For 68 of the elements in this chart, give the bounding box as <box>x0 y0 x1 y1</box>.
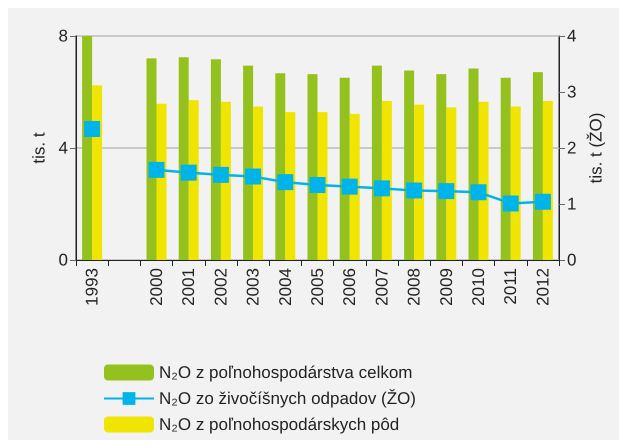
bar <box>285 112 296 260</box>
bar <box>275 73 286 260</box>
point <box>374 180 390 196</box>
bar <box>318 112 328 260</box>
point <box>212 166 229 183</box>
bar <box>436 74 446 260</box>
point <box>180 164 197 181</box>
bar <box>542 100 553 260</box>
x-tick-label: 2007 <box>372 268 392 306</box>
point <box>502 195 519 212</box>
y2-tick-label: 2 <box>567 138 576 158</box>
point <box>148 162 164 178</box>
bar <box>82 36 92 260</box>
y-tick-label: 4 <box>58 138 68 158</box>
bar <box>308 74 318 260</box>
x-tick-label: 2000 <box>147 268 166 306</box>
point <box>534 194 551 210</box>
x-tick-label: 2010 <box>469 268 488 306</box>
point <box>470 184 486 200</box>
y2-tick-label: 4 <box>567 26 576 46</box>
point <box>245 168 262 185</box>
x-tick-label: 2001 <box>179 268 198 306</box>
bar <box>500 78 511 260</box>
bar <box>188 100 199 260</box>
y-tick-label: 0 <box>58 250 68 270</box>
x-tick-label: 2009 <box>436 268 456 306</box>
bar <box>510 106 521 260</box>
y2-axis-title: tis. t (ŽO) <box>586 112 606 184</box>
y2-tick-label: 1 <box>567 194 576 214</box>
bar <box>382 100 392 260</box>
point <box>310 176 326 193</box>
y-tick-label: 8 <box>58 26 68 46</box>
x-tick-label: 2006 <box>340 268 360 306</box>
x-tick-label: 2002 <box>211 268 230 306</box>
x-tick-label: 2008 <box>404 268 424 306</box>
point <box>342 178 358 195</box>
x-tick-label: 1993 <box>82 268 102 306</box>
x-tick-label: 2005 <box>308 268 327 306</box>
x-tick-label: 2003 <box>244 268 263 306</box>
bar <box>350 114 360 260</box>
legend-label: N₂O z poľnohospodárstva celkom <box>159 363 412 382</box>
legend-label: N₂O z poľnohospodárskych pôd <box>159 415 400 434</box>
bar <box>414 104 424 260</box>
bar <box>92 85 102 260</box>
bar <box>478 102 488 260</box>
point <box>406 182 422 199</box>
bar <box>340 78 350 260</box>
bar <box>178 57 189 260</box>
bar <box>253 106 264 260</box>
legend-label: N₂O zo živočíšnych odpadov (ŽO) <box>159 389 416 408</box>
y-axis-title: tis. t <box>30 132 49 164</box>
bar <box>468 68 478 260</box>
bar <box>210 59 221 260</box>
x-tick-label: 2011 <box>501 268 520 305</box>
bar <box>146 58 156 260</box>
bar <box>156 104 166 260</box>
bar <box>243 66 254 260</box>
bar <box>372 66 382 260</box>
x-tick-label: 2012 <box>533 268 552 306</box>
x-tick-label: 2004 <box>276 268 295 306</box>
bar <box>404 70 414 260</box>
bar <box>446 107 456 260</box>
y2-tick-label: 3 <box>567 82 576 102</box>
y2-tick-label: 0 <box>567 250 576 270</box>
point <box>84 120 100 137</box>
point <box>277 174 294 190</box>
point <box>438 183 454 200</box>
bar <box>532 72 543 260</box>
